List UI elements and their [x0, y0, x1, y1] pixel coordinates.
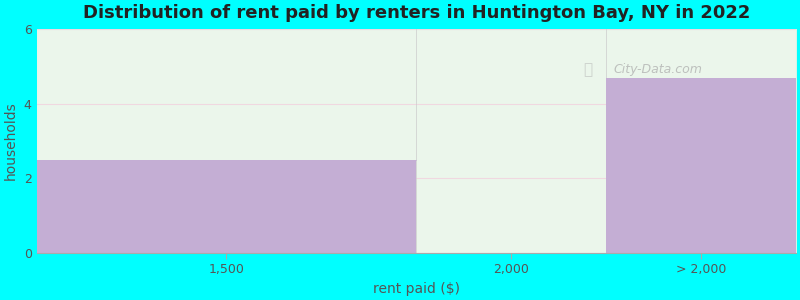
X-axis label: rent paid ($): rent paid ($)	[373, 282, 460, 296]
Text: City-Data.com: City-Data.com	[614, 63, 702, 76]
Text: ⦾: ⦾	[583, 62, 592, 77]
Y-axis label: households: households	[4, 102, 18, 180]
Title: Distribution of rent paid by renters in Huntington Bay, NY in 2022: Distribution of rent paid by renters in …	[82, 4, 750, 22]
